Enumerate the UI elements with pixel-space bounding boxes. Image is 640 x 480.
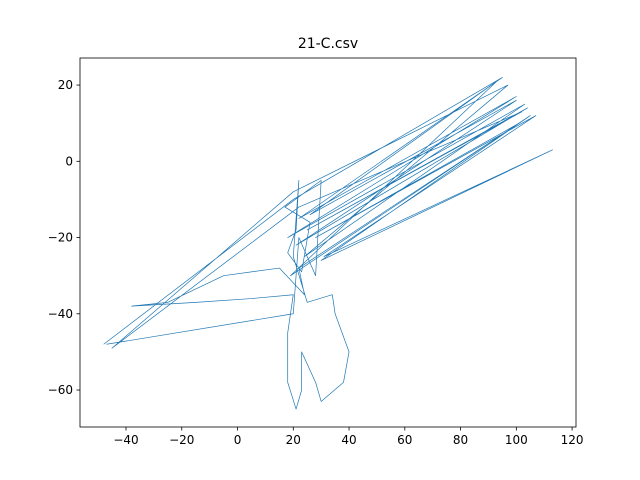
x-tick-label: −40 [113,433,138,447]
x-tick-label: 0 [234,433,242,447]
y-tick-label: 0 [65,154,73,168]
x-tick-label: 80 [453,433,468,447]
x-tick-label: 20 [286,433,301,447]
axes-frame [79,57,577,428]
y-tick-label: −60 [48,383,73,397]
chart-title: 21-C.csv [298,36,358,52]
x-tick-label: 120 [561,433,584,447]
y-tick-label: −20 [48,231,73,245]
x-tick-label: −20 [169,433,194,447]
x-tick-label: 100 [505,433,528,447]
data-line [103,77,553,410]
y-tick-label: −40 [48,307,73,321]
x-tick-label: 40 [341,433,356,447]
y-tick-label: 20 [58,78,73,92]
x-tick-label: 60 [397,433,412,447]
